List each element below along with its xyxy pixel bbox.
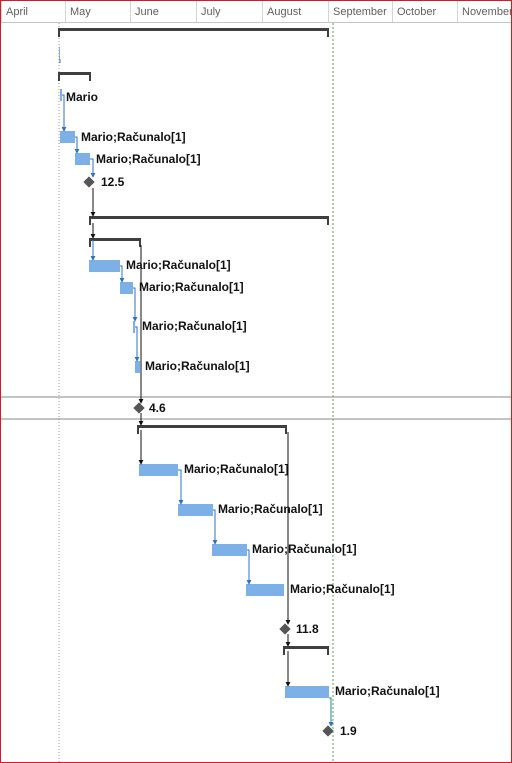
dependency-link <box>134 326 140 362</box>
month-may: May <box>65 1 130 22</box>
summary-bar[interactable] <box>137 425 287 434</box>
resource-label: Mario;Računalo[1] <box>218 502 323 516</box>
dependency-link <box>246 549 252 585</box>
summary-bar[interactable] <box>58 72 91 81</box>
month-june: June <box>130 1 196 22</box>
milestone-diamond[interactable] <box>133 402 145 414</box>
resource-label: Mario;Računalo[1] <box>252 542 357 556</box>
milestone-diamond[interactable] <box>279 623 291 635</box>
task-bar[interactable] <box>133 321 135 333</box>
resource-label: Mario;Računalo[1] <box>96 152 201 166</box>
summary-bar[interactable] <box>58 28 329 37</box>
task-bar[interactable] <box>178 504 213 516</box>
month-september: September <box>328 1 392 22</box>
resource-label: Mario <box>66 90 98 104</box>
task-bar[interactable] <box>75 153 90 165</box>
resource-label: Mario;Računalo[1] <box>142 319 247 333</box>
milestone-label: 11.8 <box>296 622 319 636</box>
task-bar[interactable] <box>59 47 60 59</box>
dependency-link <box>90 158 96 178</box>
milestone-label: 12.5 <box>101 175 125 189</box>
milestone-label: 4.6 <box>149 401 166 415</box>
milestone-label: 1.9 <box>340 724 357 738</box>
resource-label: Mario;Računalo[1] <box>145 359 250 373</box>
dependency-link <box>328 697 334 727</box>
task-bar[interactable] <box>139 464 178 476</box>
month-october: October <box>392 1 457 22</box>
task-bar[interactable] <box>135 361 140 373</box>
summary-bar[interactable] <box>283 646 329 655</box>
dependency-link <box>119 265 125 283</box>
resource-label: Mario;Računalo[1] <box>126 258 231 272</box>
task-bar[interactable] <box>60 131 75 143</box>
dependency-link <box>212 509 218 545</box>
task-bar[interactable] <box>212 544 247 556</box>
month-august: August <box>262 1 328 22</box>
task-bar[interactable] <box>120 282 133 294</box>
dependency-link <box>178 469 184 505</box>
month-november: November <box>457 1 511 22</box>
month-april: April <box>1 1 65 22</box>
resource-label: Mario;Računalo[1] <box>139 280 244 294</box>
resource-label: Mario;Računalo[1] <box>335 684 440 698</box>
resource-label: Mario;Računalo[1] <box>290 582 395 596</box>
dependency-link <box>132 287 138 322</box>
resource-label: Mario;Računalo[1] <box>81 130 186 144</box>
dependency-link <box>61 94 67 132</box>
timescale-header: April May June July August September Oct… <box>1 1 511 23</box>
resource-label: Mario;Računalo[1] <box>184 462 289 476</box>
task-bar[interactable] <box>60 89 62 101</box>
milestone-diamond[interactable] <box>322 725 334 737</box>
milestone-diamond[interactable] <box>83 176 95 188</box>
task-bar[interactable] <box>89 260 120 272</box>
task-bar[interactable] <box>246 584 284 596</box>
month-july: July <box>196 1 262 22</box>
dependency-link <box>74 136 80 154</box>
summary-bar[interactable] <box>89 216 329 225</box>
summary-bar[interactable] <box>89 238 141 247</box>
task-bar[interactable] <box>285 686 329 698</box>
